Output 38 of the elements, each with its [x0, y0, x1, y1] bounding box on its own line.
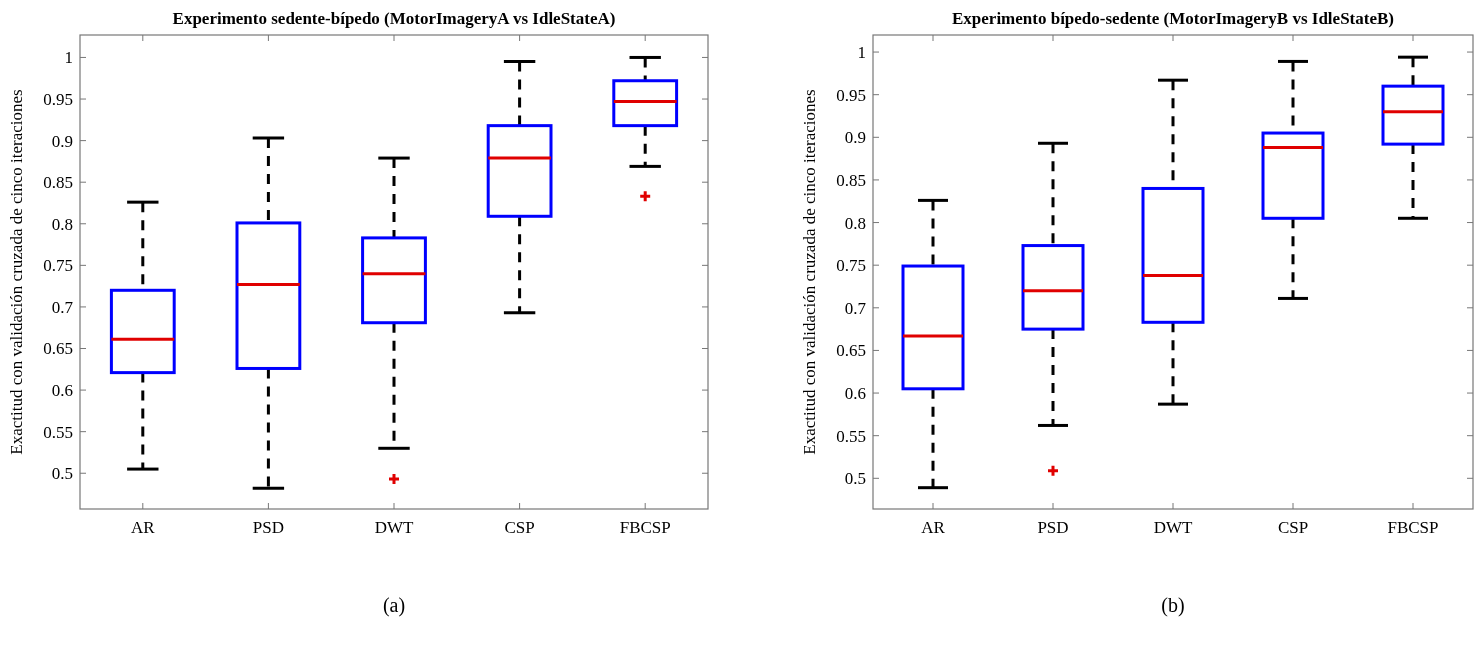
y-tick-label: 0.55: [836, 426, 866, 446]
text: (a): [382, 594, 406, 617]
y-tick-label: 1: [64, 48, 73, 68]
y-tick-label: 0.7: [844, 298, 867, 318]
x-tick-label: CSP: [504, 518, 535, 537]
y-tick-label: 0.6: [844, 384, 866, 404]
text: (b): [1161, 594, 1185, 617]
y-tick-label: 0.8: [51, 214, 73, 234]
y-tick-label: 0.75: [836, 256, 866, 276]
y-tick-label: 0.5: [51, 464, 73, 484]
y-tick-label: 0.85: [836, 170, 866, 190]
x-tick-label: DWT: [1153, 518, 1193, 537]
x-tick-label: PSD: [1037, 518, 1069, 537]
y-tick-label: 0.9: [51, 131, 73, 151]
y-tick-label: 0.85: [43, 173, 73, 193]
y-tick-label: 0.5: [844, 469, 866, 489]
y-tick-label: 1: [857, 43, 866, 62]
x-tick-label: PSD: [252, 518, 284, 537]
y-tick-label: 0.95: [836, 85, 866, 105]
y-tick-label: 0.65: [43, 339, 73, 359]
x-tick-label: FBCSP: [619, 518, 671, 537]
y-tick-label: 0.6: [51, 381, 73, 401]
x-tick-label: AR: [130, 518, 156, 537]
y-tick-label: 0.9: [844, 128, 866, 148]
y-tick-label: 0.8: [844, 213, 866, 233]
y-tick-label: 0.75: [43, 256, 73, 276]
y-tick-label: 0.55: [43, 422, 73, 442]
y-tick-label: 0.7: [51, 297, 74, 317]
x-tick-label: DWT: [374, 518, 414, 537]
y-axis-title: Exactitud con validación cruzada de cinco iteraciones: [800, 89, 819, 455]
chart-title: Experimento bípedo-sedente (MotorImageryB vs IdleStateB): [952, 9, 1394, 28]
y-tick-label: 0.95: [43, 89, 73, 109]
x-tick-label: FBCSP: [1387, 518, 1439, 537]
x-tick-label: AR: [921, 518, 946, 537]
chart-title: Experimento sedente-bípedo (MotorImageryA vs IdleStateA): [172, 9, 616, 28]
y-axis-title: Exactitud con validación cruzada de cinco iteraciones: [7, 89, 26, 455]
x-tick-label: CSP: [1277, 518, 1309, 537]
y-tick-label: 0.65: [836, 341, 866, 361]
